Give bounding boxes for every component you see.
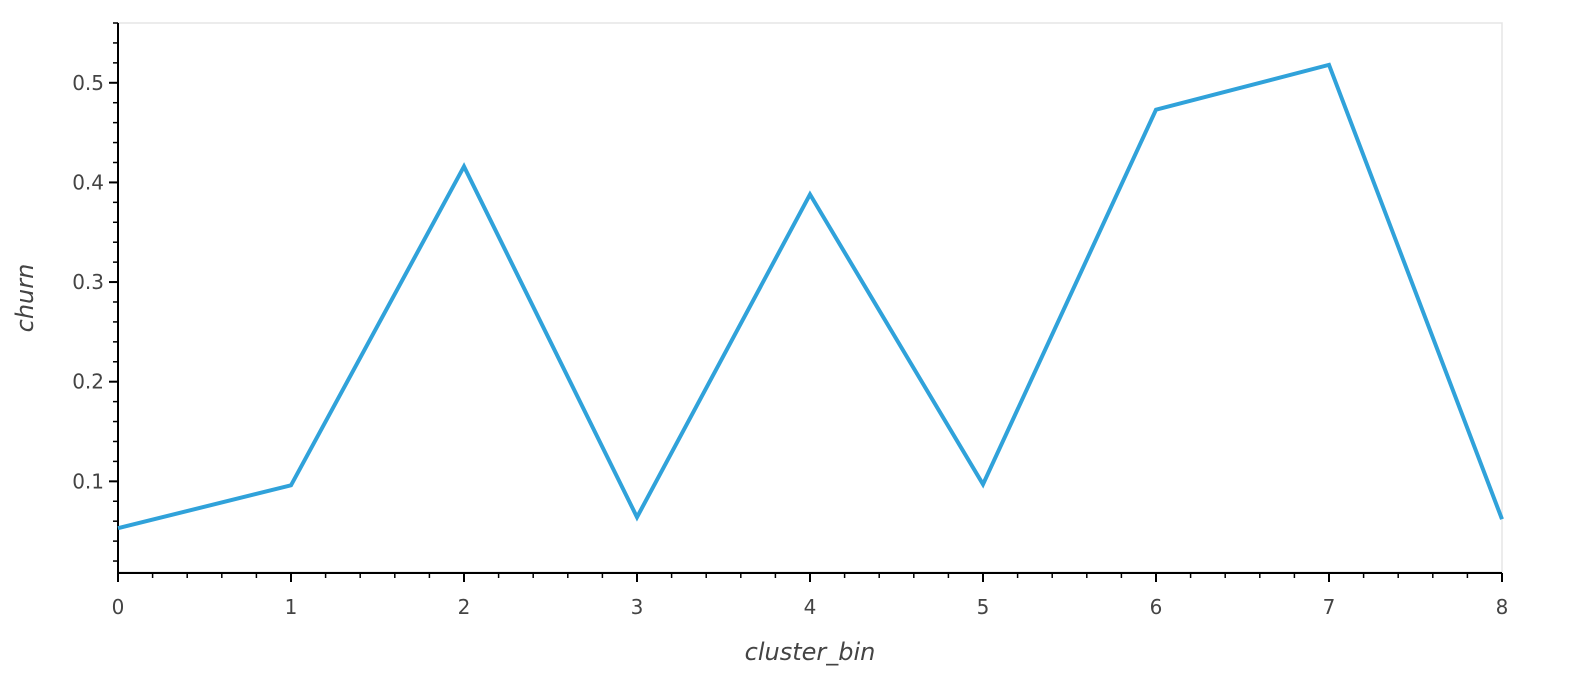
- x-axis-ticks: 0 1 2 3 4 5 6 7 8: [112, 573, 1509, 619]
- x-tick-label: 4: [804, 595, 817, 619]
- x-axis-title: cluster_bin: [745, 638, 876, 666]
- x-tick-label: 7: [1323, 595, 1336, 619]
- y-tick-label: 0.4: [72, 170, 104, 194]
- y-axis-ticks: 0.1 0.2 0.3 0.4 0.5: [72, 71, 118, 493]
- plot-area: [117, 22, 1503, 573]
- x-tick-label: 3: [631, 595, 644, 619]
- x-tick-label: 6: [1150, 595, 1163, 619]
- x-tick-label: 0: [112, 595, 125, 619]
- x-tick-label: 2: [458, 595, 471, 619]
- y-axis-title: churn: [11, 264, 39, 333]
- y-tick-label: 0.5: [72, 71, 104, 95]
- y-tick-label: 0.3: [72, 270, 104, 294]
- series-group: [117, 62, 1504, 531]
- x-tick-label: 8: [1496, 595, 1509, 619]
- x-tick-label: 1: [285, 595, 298, 619]
- y-tick-label: 0.2: [72, 370, 104, 394]
- x-tick-label: 5: [977, 595, 990, 619]
- y-tick-label: 0.1: [72, 469, 104, 493]
- series-line: [117, 62, 1504, 531]
